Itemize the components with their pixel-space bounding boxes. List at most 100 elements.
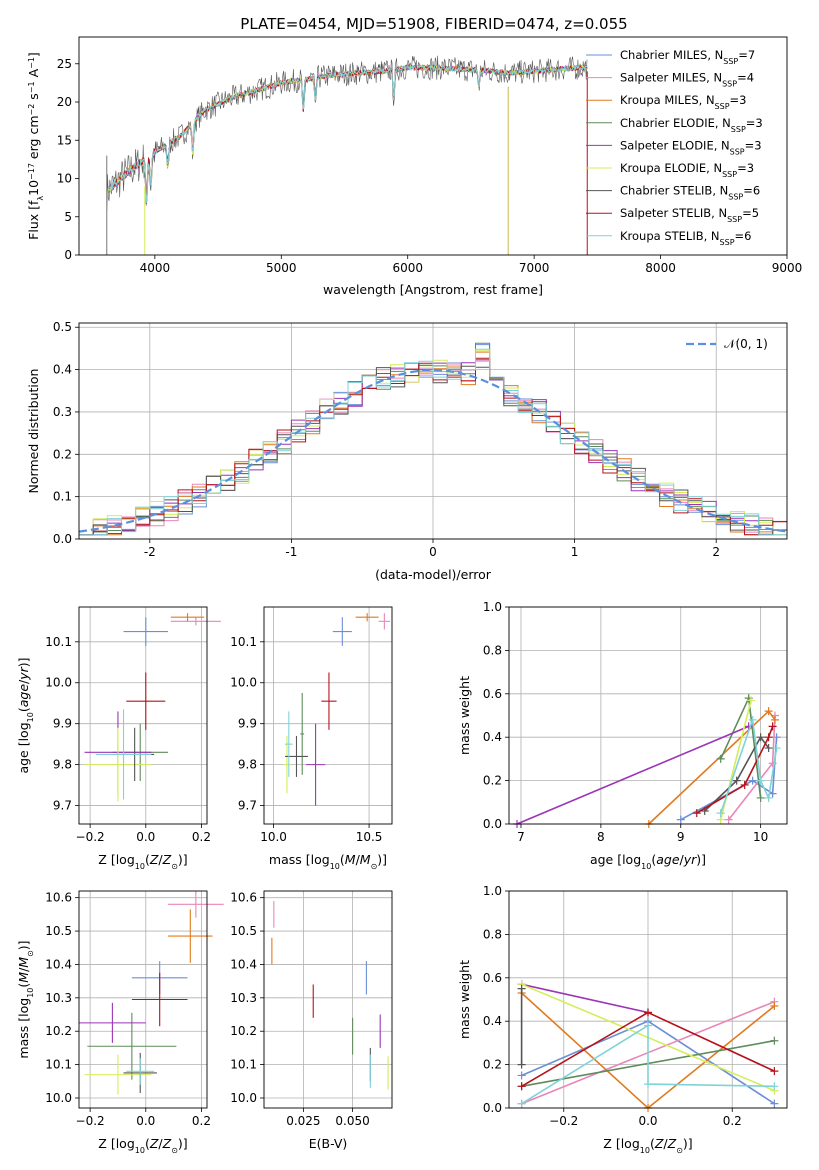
series-marker: [764, 793, 773, 802]
y-tick-label: 9.7: [238, 799, 257, 813]
x-axis-label: (data-model)/error: [375, 567, 492, 582]
x-axis-label: E(B-V): [309, 1136, 348, 1151]
legend-label: Salpeter STELIB, NSSP=5: [620, 206, 759, 224]
y-tick-label: 10.3: [230, 991, 257, 1005]
x-axis-label: Z [log10(Z/Z⊙)]: [98, 852, 187, 871]
x-tick-label: 10: [753, 830, 768, 844]
x-tick-label: 1: [571, 545, 579, 559]
axes-frame: [263, 890, 393, 1109]
residuals-chart: -2 -1 0 1 2 0.0 0.1 0.2 0.3 0.4 0.5 𝒩(0, 1) (data-mo…: [26, 320, 788, 582]
weight-vs-Z-chart: −0.2 0.0 0.2 0.0 0.2 0.4 0.6 0.8 1.0 Z [log10(Z/Z…: [457, 884, 788, 1155]
age-vs-mass-chart: 10.0 10.5 9.7 9.8 9.9 10.0 10.1 mass [log10(M/M…: [230, 606, 393, 871]
series-line: [704, 735, 770, 812]
y-tick-label: 0.5: [53, 320, 72, 334]
series-marker: [517, 1082, 526, 1091]
y-tick-label: 0.4: [483, 730, 502, 744]
series-marker: [644, 1080, 652, 1089]
axes-frame: [508, 606, 788, 825]
y-tick-label: 9.9: [53, 717, 72, 731]
x-tick-label: 10.0: [260, 830, 287, 844]
data-point-errorbar: [87, 1012, 177, 1080]
figure-title: PLATE=0454, MJD=51908, FIBERID=0474, z=0…: [240, 15, 627, 33]
series-marker: [644, 1008, 652, 1017]
data-point-errorbar: [84, 1054, 152, 1095]
series-marker: [517, 1099, 526, 1108]
legend-label: 𝒩(0, 1): [724, 337, 768, 351]
x-tick-label: 2: [712, 545, 720, 559]
series-marker: [772, 744, 781, 753]
y-tick-label: 10.4: [45, 957, 72, 971]
y-tick-label: 10: [57, 172, 72, 186]
data-point-errorbar: [332, 617, 352, 646]
y-tick-label: 10.4: [230, 957, 257, 971]
series-marker: [771, 715, 780, 724]
axes-frame: [263, 606, 393, 825]
axes-frame: [78, 36, 788, 256]
series-marker: [770, 1002, 779, 1011]
x-tick-label: 0.2: [192, 830, 211, 844]
series-marker: [756, 793, 765, 802]
series-marker: [770, 1082, 779, 1091]
data-point-errorbar: [285, 711, 293, 777]
data-point-errorbar: [378, 613, 391, 630]
y-tick-label: 10.1: [230, 1058, 257, 1072]
series-marker: [732, 776, 741, 785]
age-vs-Z-chart: −0.2 0.0 0.2 9.7 9.8 9.9 10.0 10.1 Z [log10(Z/Z⊙…: [16, 606, 221, 871]
spectrum-chart: 4000 5000 6000 7000 8000 9000 0 5 10 15 20 25 Chabri…: [26, 36, 803, 297]
y-axis-label: mass weight: [457, 960, 472, 1039]
data-point-errorbar: [123, 617, 169, 646]
y-tick-label: 10.1: [45, 635, 72, 649]
data-point-errorbar: [126, 1057, 155, 1085]
y-tick-label: 10.3: [45, 991, 72, 1005]
data-point-errorbar: [283, 735, 291, 794]
y-tick-label: 0.4: [53, 363, 72, 377]
y-tick-label: 0.0: [483, 817, 502, 831]
series-line: [696, 726, 774, 814]
series-marker: [716, 754, 725, 763]
y-tick-label: 9.7: [53, 799, 72, 813]
series-marker: [517, 984, 526, 993]
legend-label: Chabrier STELIB, NSSP=6: [620, 184, 760, 202]
y-tick-label: 9.8: [53, 758, 72, 772]
x-tick-label: 9000: [772, 261, 803, 275]
x-tick-label: 10.5: [356, 830, 383, 844]
legend-label: Salpeter MILES, NSSP=4: [620, 71, 754, 89]
y-tick-label: 0.8: [483, 927, 502, 941]
y-tick-label: 10.1: [45, 1058, 72, 1072]
x-axis-label: Z [log10(Z/Z⊙)]: [603, 1136, 692, 1155]
series-marker: [676, 815, 685, 824]
y-tick-label: 0.8: [483, 643, 502, 657]
y-axis-label: Normed distribution: [26, 369, 41, 494]
series-marker: [692, 809, 701, 818]
y-tick-label: 10.5: [45, 924, 72, 938]
y-tick-label: 5: [64, 210, 72, 224]
normal-reference-curve: [78, 368, 788, 533]
x-tick-label: 0.0: [136, 830, 155, 844]
y-axis-label: mass weight: [457, 676, 472, 755]
x-axis-label: Z [log10(Z/Z⊙)]: [98, 1136, 187, 1155]
y-tick-label: 25: [57, 57, 72, 71]
y-tick-label: 10.2: [230, 1024, 257, 1038]
series-marker: [764, 707, 773, 716]
y-tick-label: 10.0: [45, 1091, 72, 1105]
x-tick-label: 6000: [392, 261, 423, 275]
series-marker: [740, 780, 749, 789]
y-tick-label: 0.0: [53, 532, 72, 546]
mass-vs-Z-chart: −0.2 0.0 0.2 10.0 10.1 10.2 10.3 10.4 10.5 10.6 Z …: [16, 890, 224, 1155]
series-marker: [716, 809, 725, 818]
y-tick-label: 1.0: [483, 884, 502, 898]
series-marker: [756, 776, 765, 785]
x-tick-label: 7000: [519, 261, 550, 275]
x-tick-label: 0.050: [335, 1114, 369, 1128]
y-tick-label: 10.6: [230, 891, 257, 905]
y-axis-label: Flux [fλ10−17 erg cm−2 s−1 A−1]: [26, 52, 45, 240]
y-tick-label: 10.5: [230, 924, 257, 938]
x-axis-label: wavelength [Angstrom, rest frame]: [323, 282, 543, 297]
spectrum-series-line: [106, 55, 588, 212]
y-tick-label: 10.6: [45, 891, 72, 905]
axes-frame: [78, 322, 788, 540]
data-point-errorbar: [84, 727, 152, 802]
legend-label: Chabrier MILES, NSSP=7: [620, 48, 755, 66]
y-tick-label: 0.2: [53, 447, 72, 461]
